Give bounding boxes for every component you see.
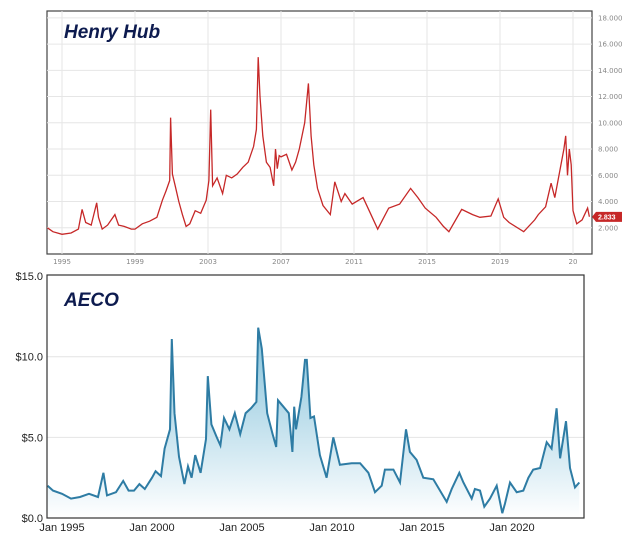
henry-hub-price-line [47,57,591,235]
x-tick-label: 20 [569,258,578,266]
x-tick-label: 2015 [418,258,436,266]
y-tick-label: $0.0 [22,513,43,525]
y-tick-label: 8.000 [598,146,618,154]
aeco-plot-frame [46,274,585,519]
y-tick-label: 14.000 [598,67,623,75]
henry-hub-title: Henry Hub [64,22,160,43]
x-tick-label: 1999 [126,258,144,266]
x-tick-label: Jan 2015 [399,522,444,534]
y-tick-label: 12.000 [598,93,623,101]
y-tick-label: 6.000 [598,172,618,180]
y-tick-label: $15.0 [15,271,43,283]
aeco-chart: $0.0 $5.0 $10.0 $15.0 Jan 1995 Jan 2000 Jan 20… [15,271,585,534]
x-tick-label: Jan 2000 [129,522,174,534]
x-tick-label: 2011 [345,258,363,266]
y-tick-label: 16.000 [598,41,623,49]
aeco-title: AECO [63,290,119,311]
y-tick-label: 4.000 [598,198,618,206]
y-tick-label: 2.000 [598,224,618,232]
last-price-badge: 2.833 [592,211,622,222]
henry-hub-gridlines [47,11,592,254]
y-tick-label: 10.000 [598,119,623,127]
x-tick-label: Jan 2020 [489,522,534,534]
henry-hub-axis-ticks: 2.000 4.000 6.000 8.000 10.000 12.000 14.000 16… [53,14,622,266]
y-tick-label: $5.0 [22,432,43,444]
x-tick-label: 2003 [199,258,217,266]
henry-hub-plot-frame [46,10,593,255]
x-tick-label: Jan 2010 [309,522,354,534]
x-tick-label: Jan 2005 [219,522,264,534]
last-price-label: 2.833 [598,214,616,221]
aeco-axis-ticks: $0.0 $5.0 $10.0 $15.0 Jan 1995 Jan 2000 Jan 20… [15,271,534,534]
x-tick-label: 2007 [272,258,290,266]
y-tick-label: 18.000 [598,14,623,22]
henry-hub-chart: 2.000 4.000 6.000 8.000 10.000 12.000 14.000 16… [46,10,623,266]
y-tick-label: $10.0 [15,352,43,364]
x-tick-label: Jan 1995 [39,522,84,534]
aeco-price-line [46,327,581,514]
x-tick-label: 1995 [53,258,71,266]
aeco-price-area [47,327,580,518]
last-price-badge-bg [592,211,622,222]
x-tick-label: 2019 [491,258,509,266]
